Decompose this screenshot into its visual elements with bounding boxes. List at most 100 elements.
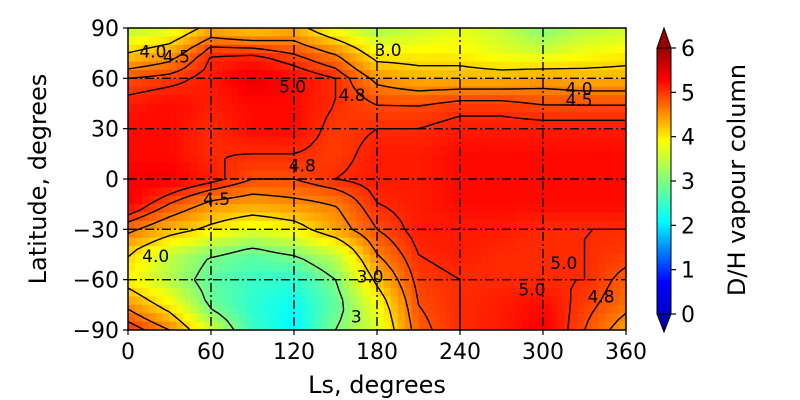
heatmap-cell	[169, 137, 178, 147]
heatmap-cell	[556, 179, 565, 188]
heatmap-cell	[563, 296, 572, 306]
heatmap-cell	[259, 95, 267, 105]
heatmap-cell	[342, 44, 350, 54]
heatmap-cell	[148, 145, 157, 155]
heatmap-cell	[425, 53, 433, 63]
heatmap-cell	[598, 137, 606, 147]
heatmap-cell	[563, 170, 572, 180]
heatmap-cell	[190, 44, 198, 54]
heatmap-cell	[287, 187, 295, 197]
heatmap-cell	[217, 61, 226, 71]
heatmap-cell	[328, 153, 337, 163]
heatmap-cell	[162, 111, 171, 121]
heatmap-cell	[321, 120, 330, 130]
heatmap-cell	[176, 78, 184, 88]
heatmap-cell	[287, 53, 295, 63]
heatmap-cell	[619, 28, 626, 37]
heatmap-cell	[273, 179, 281, 188]
heatmap-cell	[536, 86, 544, 96]
heatmap-cell	[148, 313, 157, 323]
heatmap-cell	[508, 78, 516, 88]
heatmap-cell	[349, 237, 357, 247]
heatmap-cell	[294, 61, 302, 71]
heatmap-cell	[252, 237, 261, 247]
heatmap-cell	[349, 288, 357, 298]
heatmap-cell	[418, 44, 427, 54]
heatmap-cell	[128, 237, 136, 247]
heatmap-cell	[245, 162, 254, 172]
heatmap-cell	[494, 262, 503, 272]
heatmap-cell	[141, 162, 150, 172]
heatmap-cell	[390, 120, 399, 130]
heatmap-cell	[183, 246, 191, 256]
heatmap-cell	[446, 212, 454, 222]
heatmap-cell	[197, 36, 205, 46]
heatmap-cell	[397, 179, 406, 188]
heatmap-cell	[515, 120, 523, 130]
heatmap-cell	[598, 162, 606, 172]
heatmap-cell	[245, 296, 254, 306]
heatmap-cell	[439, 86, 447, 96]
heatmap-cell	[363, 321, 371, 330]
heatmap-cell	[162, 187, 171, 197]
heatmap-cell	[162, 246, 171, 256]
x-tick-label: 240	[439, 340, 481, 365]
heatmap-cell	[190, 120, 198, 130]
heatmap-cell	[397, 78, 406, 88]
heatmap-cell	[529, 86, 537, 96]
heatmap-cell	[473, 153, 482, 163]
heatmap-cell	[466, 237, 475, 247]
heatmap-cell	[591, 296, 599, 306]
heatmap-cell	[335, 212, 344, 222]
heatmap-cell	[556, 120, 565, 130]
heatmap-cell	[522, 187, 530, 197]
heatmap-cell	[300, 78, 309, 88]
heatmap-cell	[501, 103, 510, 113]
heatmap-cell	[494, 204, 503, 214]
heatmap-cell	[584, 36, 593, 46]
heatmap-cell	[224, 44, 233, 54]
heatmap-cell	[300, 204, 309, 214]
heatmap-cell	[515, 111, 523, 121]
heatmap-cell	[383, 44, 392, 54]
heatmap-cell	[508, 195, 516, 205]
heatmap-cell	[335, 237, 344, 247]
heatmap-cell	[591, 237, 599, 247]
heatmap-cell	[439, 313, 447, 323]
heatmap-cell	[549, 313, 558, 323]
heatmap-cell	[439, 103, 447, 113]
heatmap-cell	[266, 86, 274, 96]
heatmap-cell	[508, 304, 516, 314]
heatmap-cell	[190, 95, 198, 105]
heatmap-cell	[356, 36, 364, 46]
heatmap-cell	[494, 237, 503, 247]
heatmap-cell	[591, 313, 599, 323]
heatmap-cell	[605, 111, 613, 121]
heatmap-cell	[349, 313, 357, 323]
heatmap-cell	[612, 145, 620, 155]
heatmap-cell	[494, 304, 503, 314]
heatmap-cell	[494, 246, 503, 256]
heatmap-cell	[266, 44, 274, 54]
heatmap-cell	[570, 195, 579, 205]
heatmap-cell	[204, 86, 212, 96]
heatmap-cell	[335, 254, 344, 264]
heatmap-cell	[425, 204, 433, 214]
heatmap-cell	[570, 262, 579, 272]
heatmap-cell	[245, 128, 254, 138]
heatmap-cell	[522, 86, 530, 96]
heatmap-cell	[494, 86, 503, 96]
heatmap-cell	[273, 229, 281, 239]
heatmap-cell	[404, 296, 413, 306]
heatmap-cell	[383, 296, 392, 306]
heatmap-cell	[432, 137, 440, 147]
heatmap-cell	[211, 137, 219, 147]
heatmap-cell	[522, 220, 530, 230]
heatmap-cell	[418, 204, 427, 214]
heatmap-cell	[328, 288, 337, 298]
heatmap-cell	[432, 304, 440, 314]
heatmap-cell	[487, 95, 496, 105]
heatmap-cell	[321, 162, 330, 172]
heatmap-cell	[411, 95, 420, 105]
heatmap-cell	[619, 153, 626, 163]
